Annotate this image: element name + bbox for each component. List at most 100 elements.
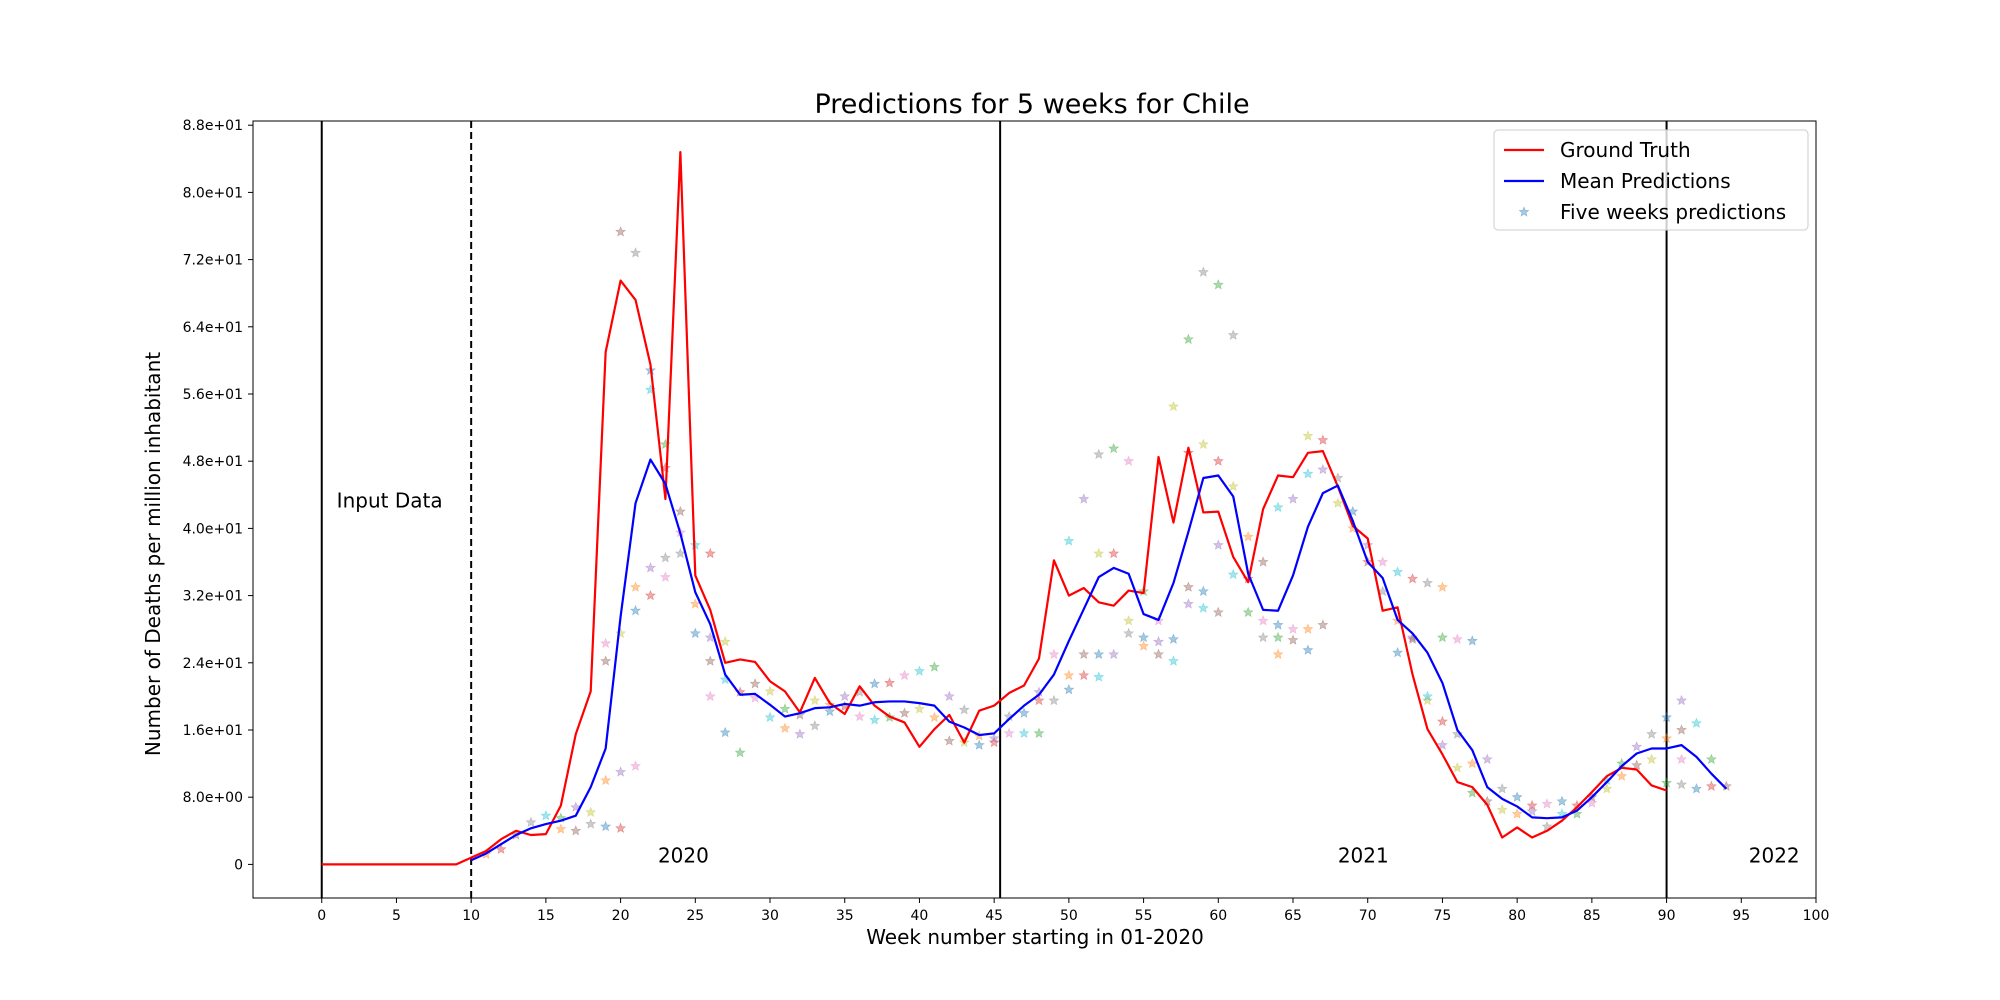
y-tick-label: 6.4e+01 (183, 320, 243, 336)
prediction-star (1661, 732, 1673, 744)
prediction-star (1197, 266, 1209, 277)
prediction-star (1108, 547, 1120, 559)
x-tick-label: 35 (836, 908, 854, 924)
prediction-star (869, 677, 881, 689)
prediction-star (1063, 535, 1075, 546)
prediction-star (615, 766, 627, 777)
prediction-star (1705, 780, 1717, 791)
x-tick-label: 45 (985, 908, 1003, 924)
prediction-star (1093, 448, 1105, 460)
y-tick-label: 4.8e+01 (183, 454, 243, 470)
prediction-star (719, 726, 731, 738)
prediction-star (1123, 455, 1135, 466)
prediction-star (644, 589, 656, 601)
five-weeks-predictions-series (480, 226, 1732, 860)
chart-title: Predictions for 5 weeks for Chile (814, 89, 1249, 120)
x-tick-label: 100 (1803, 908, 1830, 924)
prediction-star (1078, 493, 1090, 504)
x-tick-label: 65 (1284, 908, 1302, 924)
y-tick-label: 5.6e+01 (183, 387, 243, 403)
prediction-star (1272, 648, 1284, 660)
prediction-star (600, 820, 612, 832)
prediction-star (719, 635, 731, 647)
prediction-star (1078, 669, 1090, 681)
prediction-star (1257, 631, 1269, 643)
x-tick-label: 15 (537, 908, 555, 924)
prediction-star (1317, 463, 1329, 475)
prediction-star (1421, 690, 1434, 702)
prediction-star (1048, 648, 1060, 660)
prediction-star (1302, 430, 1314, 441)
prediction-star (1242, 606, 1254, 618)
prediction-star (1421, 577, 1434, 588)
prediction-star (1675, 724, 1688, 735)
y-tick-label: 8.8e+01 (183, 118, 243, 134)
prediction-star (1436, 715, 1448, 727)
prediction-star (1675, 694, 1688, 706)
prediction-star (1197, 602, 1209, 613)
prediction-star (1212, 539, 1224, 550)
x-tick-label: 20 (612, 908, 630, 924)
prediction-star (1182, 598, 1194, 609)
prediction-star (1302, 623, 1314, 634)
prediction-star (585, 806, 597, 818)
legend-box (1493, 129, 1809, 231)
x-tick-label: 60 (1209, 908, 1227, 924)
prediction-star (898, 707, 911, 718)
axes-frame (252, 120, 1817, 899)
prediction-star (928, 661, 940, 672)
prediction-star (600, 637, 612, 649)
x-tick-label: 95 (1732, 908, 1750, 924)
annotation: 2022 (1749, 844, 1800, 868)
prediction-star (884, 677, 896, 688)
prediction-star (1078, 648, 1090, 660)
y-tick-label: 3.2e+01 (183, 589, 243, 605)
x-tick-label: 70 (1359, 908, 1377, 924)
prediction-star (1182, 581, 1194, 592)
prediction-star (630, 581, 642, 592)
prediction-star (630, 604, 642, 616)
prediction-star (555, 823, 567, 834)
annotation: Input Data (337, 488, 443, 512)
prediction-star (1018, 727, 1030, 739)
prediction-star (1167, 655, 1179, 666)
prediction-star (615, 226, 627, 237)
x-axis-label: Week number starting in 01-2020 (866, 925, 1204, 949)
prediction-star (585, 818, 597, 829)
prediction-star (1272, 619, 1284, 630)
prediction-star (854, 710, 866, 722)
prediction-star (1541, 820, 1553, 832)
prediction-star (1287, 623, 1299, 634)
prediction-star (988, 736, 1000, 748)
prediction-star (1690, 717, 1702, 728)
prediction-star (1690, 782, 1702, 794)
prediction-star (869, 714, 881, 725)
prediction-star (913, 665, 925, 676)
prediction-star (1287, 634, 1299, 645)
prediction-star (1167, 633, 1179, 644)
prediction-star (1272, 631, 1284, 643)
x-tick-label: 30 (761, 908, 779, 924)
y-tick-label: 8.0e+00 (183, 790, 243, 806)
prediction-star (1018, 707, 1030, 718)
prediction-star (1661, 777, 1673, 788)
prediction-star (1287, 493, 1299, 504)
prediction-star (1675, 778, 1688, 790)
prediction-star (1108, 442, 1120, 454)
prediction-star (928, 711, 940, 723)
x-tick-label: 55 (1135, 908, 1153, 924)
prediction-star (1616, 770, 1628, 781)
prediction-star (1511, 791, 1523, 802)
prediction-star (570, 801, 582, 812)
prediction-star (1466, 635, 1478, 646)
prediction-star (1242, 530, 1254, 542)
prediction-star (809, 694, 821, 706)
prediction-star (943, 735, 955, 746)
prediction-star (1197, 585, 1209, 597)
prediction-star (779, 703, 791, 714)
prediction-star (1227, 329, 1239, 340)
prediction-star (704, 655, 716, 666)
prediction-star (749, 677, 761, 689)
ground-truth-line (321, 150, 1667, 866)
